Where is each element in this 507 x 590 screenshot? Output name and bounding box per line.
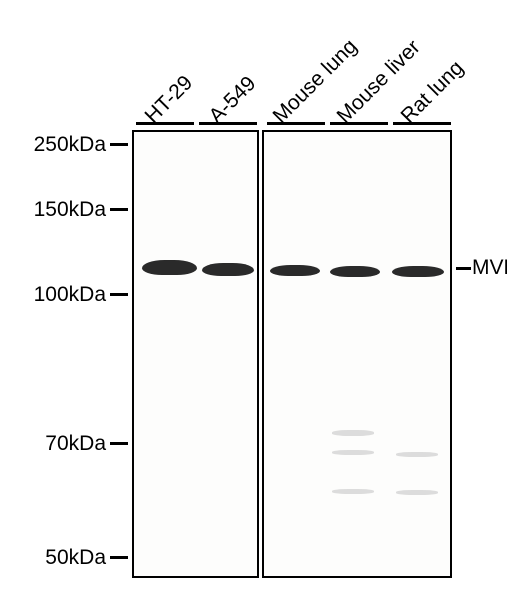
lane-tick xyxy=(330,122,388,125)
lane-tick xyxy=(267,122,325,125)
mw-label-50: 50kDa xyxy=(6,546,106,570)
target-protein-label: MVP xyxy=(472,256,507,280)
mw-tick xyxy=(110,556,128,559)
mw-tick xyxy=(110,208,128,211)
faint-band xyxy=(332,489,374,494)
band xyxy=(330,266,380,277)
faint-band xyxy=(332,430,374,436)
mw-tick xyxy=(110,143,128,146)
mw-tick xyxy=(110,442,128,445)
lane-label-a549: A-549 xyxy=(205,72,262,129)
band xyxy=(392,266,444,277)
blot-panel-2 xyxy=(262,130,452,578)
lane-tick xyxy=(199,122,257,125)
faint-band xyxy=(396,452,438,457)
mw-label-250: 250kDa xyxy=(6,133,106,157)
blot-panel-1 xyxy=(132,130,259,578)
faint-band xyxy=(332,450,374,455)
lane-label-ht29: HT-29 xyxy=(141,71,198,128)
mw-label-100: 100kDa xyxy=(6,283,106,307)
western-blot-figure: 250kDa 150kDa 100kDa 70kDa 50kDa HT-29 A… xyxy=(0,0,507,590)
faint-band xyxy=(396,490,438,495)
lane-tick xyxy=(393,122,451,125)
band xyxy=(202,263,254,276)
mw-label-150: 150kDa xyxy=(6,198,106,222)
band xyxy=(142,260,197,275)
mw-tick xyxy=(110,293,128,296)
lane-tick xyxy=(136,122,194,125)
band xyxy=(270,265,320,276)
mw-label-70: 70kDa xyxy=(6,432,106,456)
target-tick xyxy=(456,267,471,270)
